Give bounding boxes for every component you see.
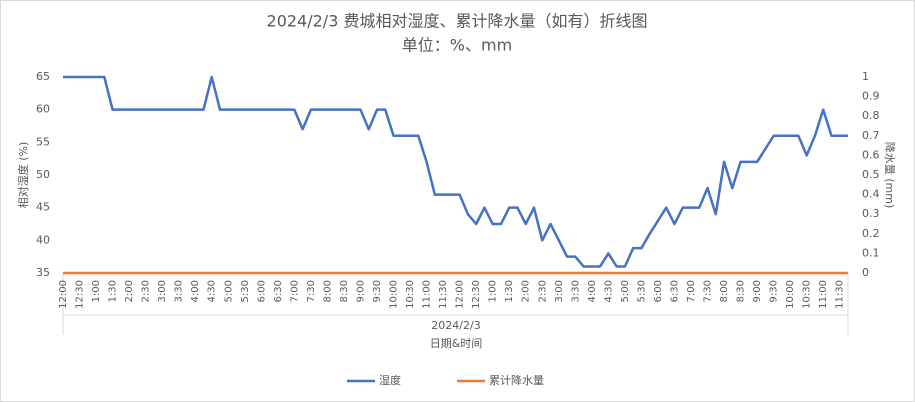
x-tick-label: 1:30 [108,280,119,302]
y-tick-label: 40 [36,233,50,246]
x-tick-label: 6:00 [653,280,664,302]
x-tick-label: 3:00 [554,280,565,302]
x-tick-label: 12:30 [471,280,482,309]
y-tick-label: 55 [36,135,50,148]
chart-subtitle: 单位：%、mm [402,36,512,55]
y2-tick-label: 0.9 [862,90,880,103]
x-tick-label: 9:30 [372,280,383,302]
x-tick-label: 6:30 [669,280,680,302]
x-tick-label: 5:00 [223,280,234,302]
x-tick-label: 10:30 [802,280,813,309]
x-tick-label: 5:30 [636,280,647,302]
x-tick-label: 8:00 [322,280,333,302]
x-tick-label: 3:00 [157,280,168,302]
y2-tick-label: 0.1 [862,246,880,259]
x-tick-label: 2:30 [537,280,548,302]
x-tick-label: 4:30 [207,280,218,302]
y2-axis-title: 降水量 (mm) [883,142,897,209]
x-tick-label: 3:30 [174,280,185,302]
x-tick-label: 5:00 [620,280,631,302]
x-tick-label: 9:00 [752,280,763,302]
x-tick-label: 8:30 [339,280,350,302]
y2-tick-label: 0.8 [862,109,880,122]
x-tick-label: 8:30 [736,280,747,302]
legend-label: 湿度 [379,373,401,387]
x-tick-label: 12:00 [455,280,466,309]
x-tick-label: 10:00 [389,280,400,309]
y2-tick-label: 0.3 [862,207,880,220]
x-tick-label: 7:30 [703,280,714,302]
x-tick-label: 7:00 [686,280,697,302]
y-tick-label: 65 [36,70,50,83]
x-tick-label: 9:00 [355,280,366,302]
y2-tick-label: 0.7 [862,129,880,142]
y-tick-label: 45 [36,201,50,214]
x-tick-label: 1:00 [488,280,499,302]
x-tick-label: 4:30 [603,280,614,302]
x-tick-label: 10:30 [405,280,416,309]
x-tick-label: 12:30 [75,280,86,309]
x-tick-label: 11:30 [835,280,846,309]
y-axis-title: 相对湿度 (%) [16,142,30,209]
y-tick-label: 35 [36,266,50,279]
x-tick-label: 11:30 [438,280,449,309]
y-tick-label: 50 [36,168,50,181]
x-tick-label: 2:00 [124,280,135,302]
y2-tick-label: 1 [862,70,869,83]
x-tick-label: 7:00 [289,280,300,302]
y2-tick-label: 0.2 [862,227,880,240]
x-tick-label: 5:30 [240,280,251,302]
x-tick-label: 4:00 [190,280,201,302]
x-tick-label: 11:00 [818,280,829,309]
series-line [63,75,848,268]
y2-tick-label: 0.5 [862,168,880,181]
legend-label: 累计降水量 [489,373,544,387]
x-tick-label: 1:30 [504,280,515,302]
x-group-label: 2024/2/3 [431,319,480,332]
y2-tick-label: 0.4 [862,188,880,201]
x-tick-label: 10:00 [785,280,796,309]
x-tick-label: 4:00 [587,280,598,302]
y2-tick-label: 0.6 [862,148,880,161]
x-tick-label: 1:00 [91,280,102,302]
x-tick-label: 9:30 [769,280,780,302]
x-tick-label: 6:30 [273,280,284,302]
x-axis-title: 日期&时间 [430,337,483,350]
y-tick-label: 60 [36,103,50,116]
x-tick-label: 11:00 [422,280,433,309]
y2-tick-label: 0 [862,266,869,279]
chart-title: 2024/2/3 费城相对湿度、累计降水量（如有）折线图 [267,12,648,31]
x-tick-label: 6:00 [256,280,267,302]
x-tick-label: 8:00 [719,280,730,302]
x-tick-label: 7:30 [306,280,317,302]
x-tick-label: 12:00 [58,280,69,309]
x-tick-label: 2:30 [141,280,152,302]
x-tick-label: 3:30 [570,280,581,302]
x-tick-label: 2:00 [521,280,532,302]
